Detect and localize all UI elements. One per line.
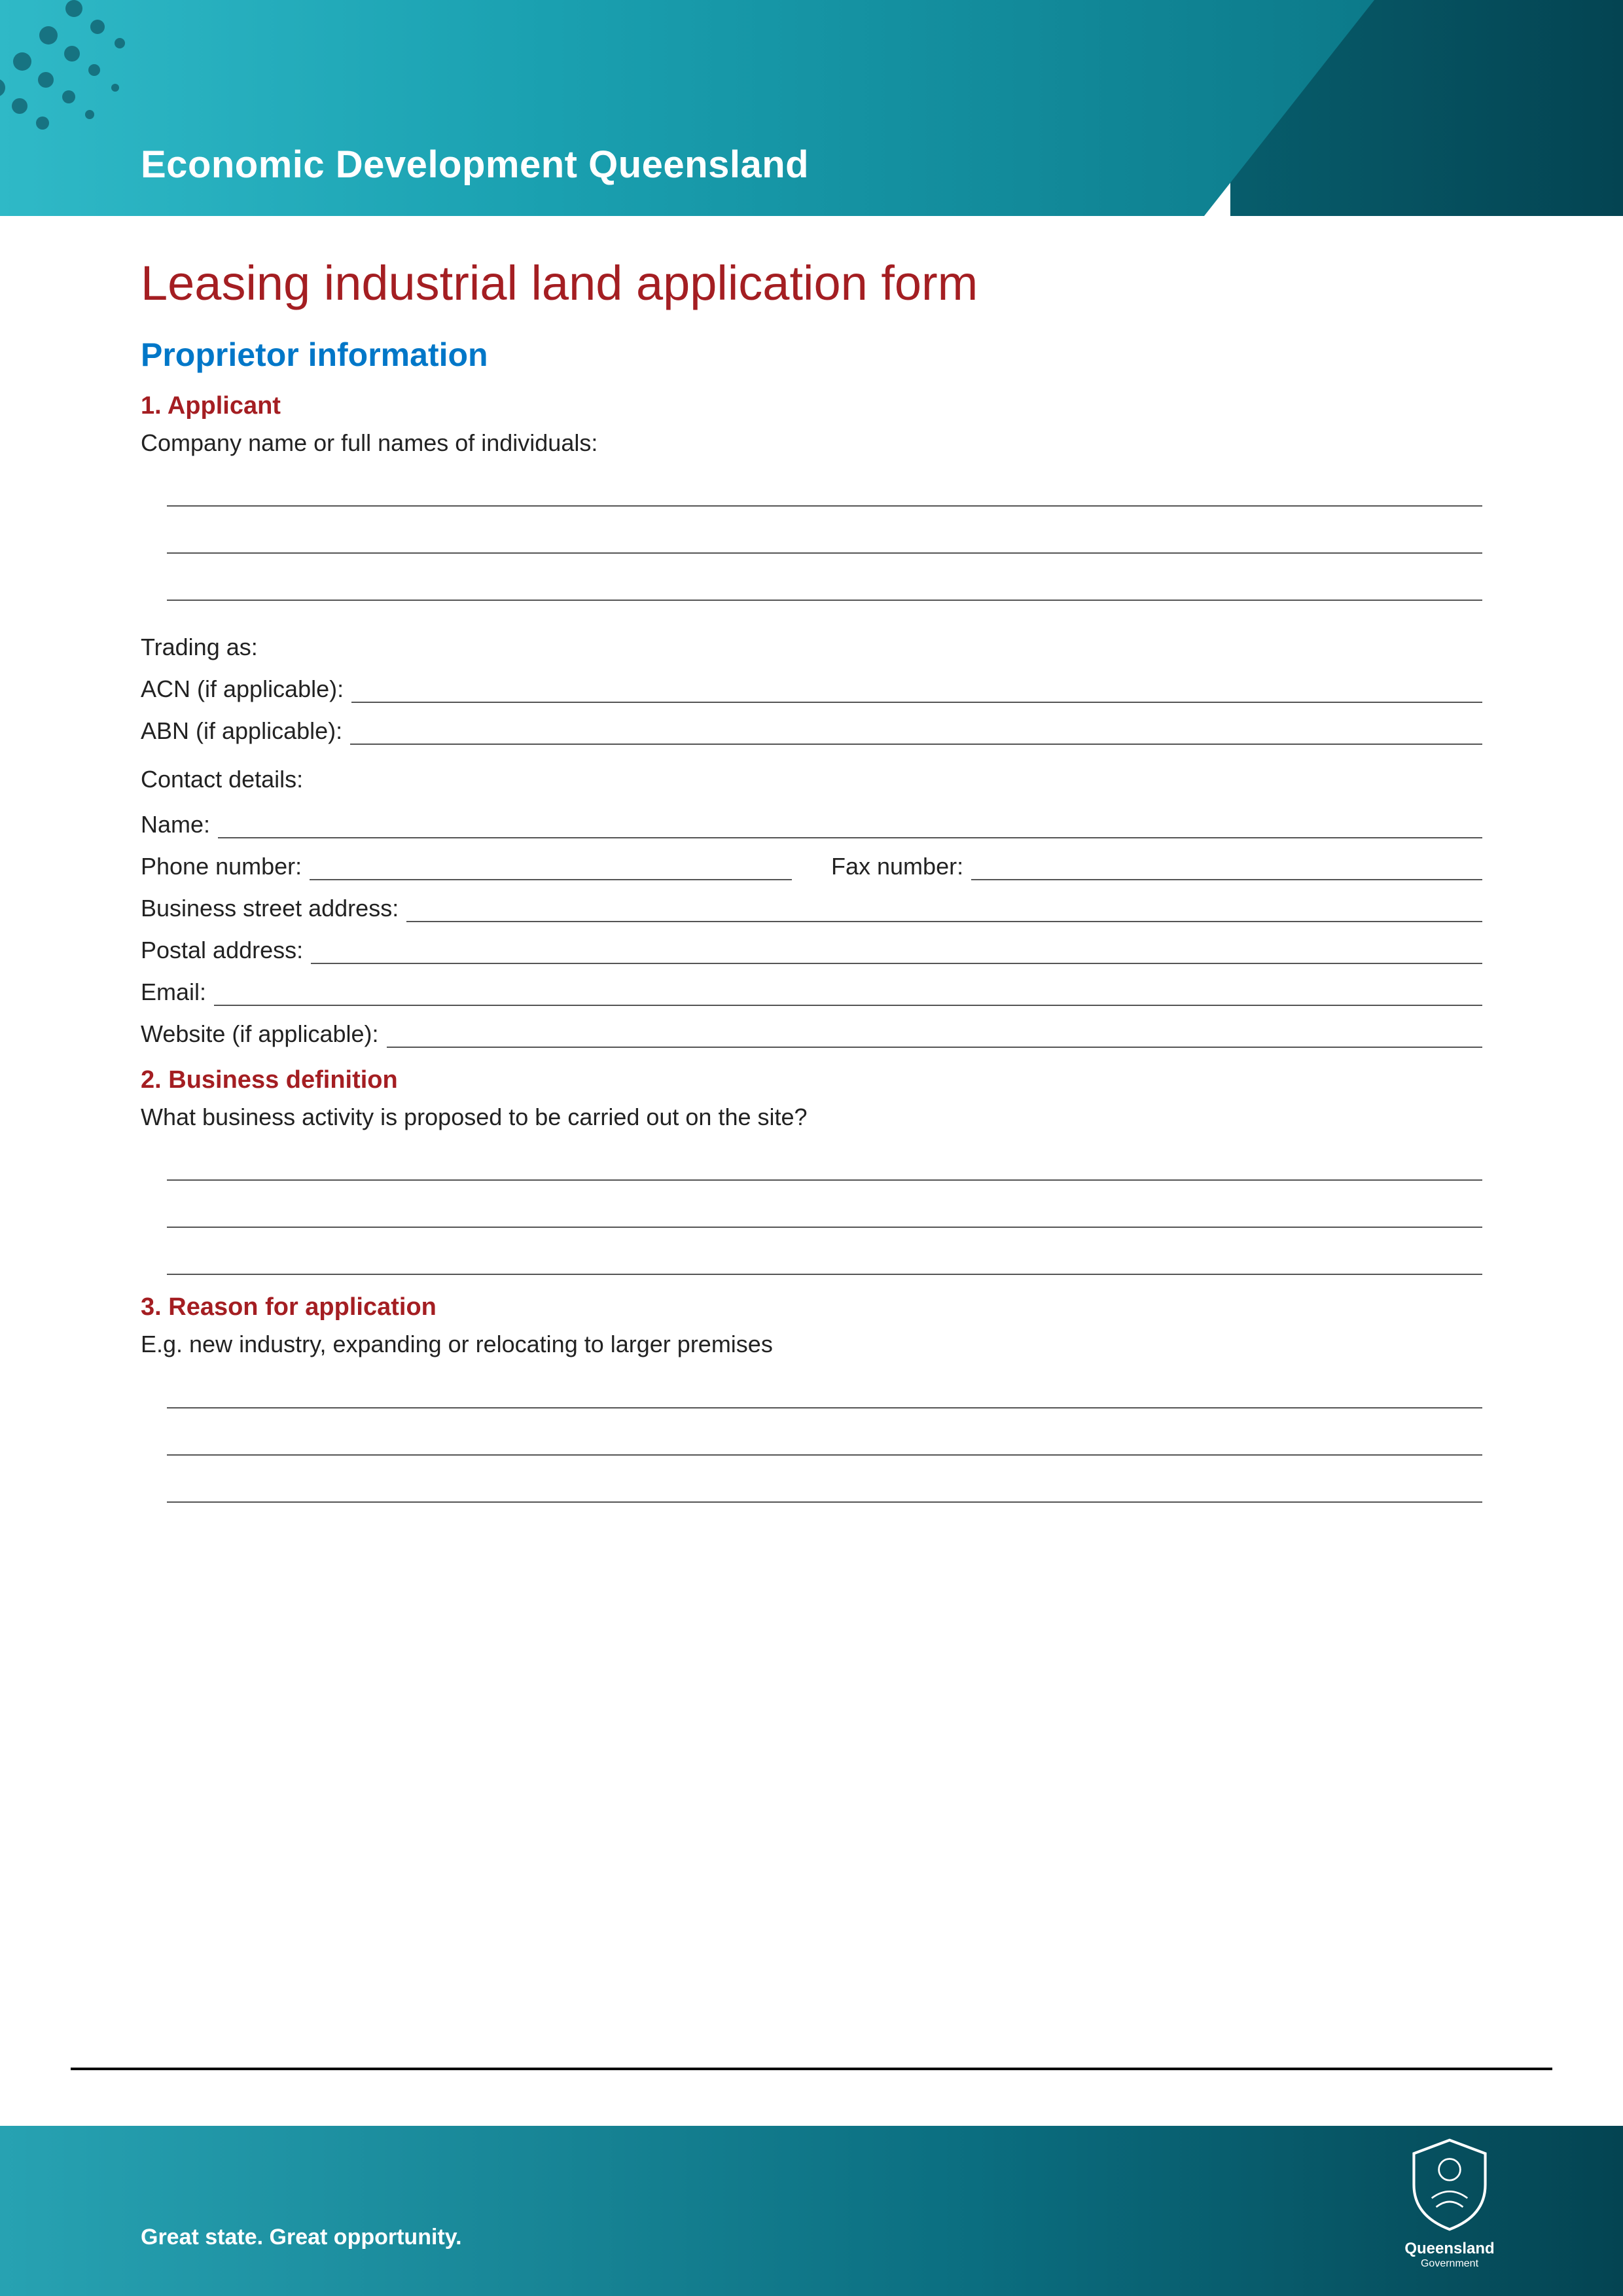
acn-input-line[interactable] [351, 679, 1482, 703]
abn-label: ABN (if applicable): [141, 717, 342, 745]
trading-as-label: Trading as: [141, 634, 258, 661]
website-label: Website (if applicable): [141, 1020, 379, 1048]
s2-heading: 2. Business definition [141, 1066, 1482, 1094]
abn-input-line[interactable] [350, 721, 1482, 745]
email-input-line[interactable] [214, 982, 1482, 1006]
fax-label: Fax number: [831, 853, 963, 880]
postal-input-line[interactable] [311, 941, 1482, 964]
phone-fax-row: Phone number: Fax number: [141, 853, 1482, 880]
street-label: Business street address: [141, 895, 399, 922]
s1-name-line-1[interactable] [167, 459, 1482, 507]
form-content: Leasing industrial land application form… [0, 216, 1623, 1503]
s1-prompt: Company name or full names of individual… [141, 427, 1482, 459]
acn-row: ACN (if applicable): [141, 675, 1482, 703]
s3-line-2[interactable] [167, 1408, 1482, 1456]
qld-crest: Queensland Government [1387, 2136, 1512, 2270]
name-row: Name: [141, 811, 1482, 838]
s1-name-line-3[interactable] [167, 554, 1482, 601]
s3-prompt: E.g. new industry, expanding or relocati… [141, 1328, 1482, 1361]
header-banner: Economic Development Queensland [0, 0, 1623, 216]
street-input-line[interactable] [406, 899, 1482, 922]
s3-line-3[interactable] [167, 1456, 1482, 1503]
postal-label: Postal address: [141, 937, 303, 964]
email-row: Email: [141, 978, 1482, 1006]
phone-label: Phone number: [141, 853, 302, 880]
s1-heading: 1. Applicant [141, 392, 1482, 420]
street-row: Business street address: [141, 895, 1482, 922]
s2-line-3[interactable] [167, 1228, 1482, 1275]
s2-line-2[interactable] [167, 1181, 1482, 1228]
name-input-line[interactable] [218, 815, 1482, 838]
s2-prompt: What business activity is proposed to be… [141, 1101, 1482, 1134]
crest-label: Queensland [1387, 2240, 1512, 2258]
fax-input-line[interactable] [971, 857, 1482, 880]
section-proprietor-heading: Proprietor information [141, 336, 1482, 374]
crest-sub: Government [1387, 2258, 1512, 2270]
abn-row: ABN (if applicable): [141, 717, 1482, 745]
postal-row: Postal address: [141, 937, 1482, 964]
s2-line-1[interactable] [167, 1134, 1482, 1181]
footer-bar: Great state. Great opportunity. Queensla… [0, 2126, 1623, 2296]
contact-heading: Contact details: [141, 763, 1482, 796]
org-name: Economic Development Queensland [141, 143, 809, 187]
name-label: Name: [141, 811, 210, 838]
acn-label: ACN (if applicable): [141, 675, 344, 703]
phone-input-line[interactable] [310, 857, 792, 880]
crest-icon [1404, 2136, 1495, 2234]
s3-heading: 3. Reason for application [141, 1293, 1482, 1321]
trading-as-row: Trading as: [141, 634, 1482, 661]
s1-name-line-2[interactable] [167, 507, 1482, 554]
footer-divider [71, 2068, 1552, 2070]
s3-line-1[interactable] [167, 1361, 1482, 1408]
email-label: Email: [141, 978, 206, 1006]
form-title: Leasing industrial land application form [141, 255, 1482, 311]
website-input-line[interactable] [387, 1024, 1483, 1048]
website-row: Website (if applicable): [141, 1020, 1482, 1048]
footer-tagline: Great state. Great opportunity. [141, 2225, 462, 2250]
